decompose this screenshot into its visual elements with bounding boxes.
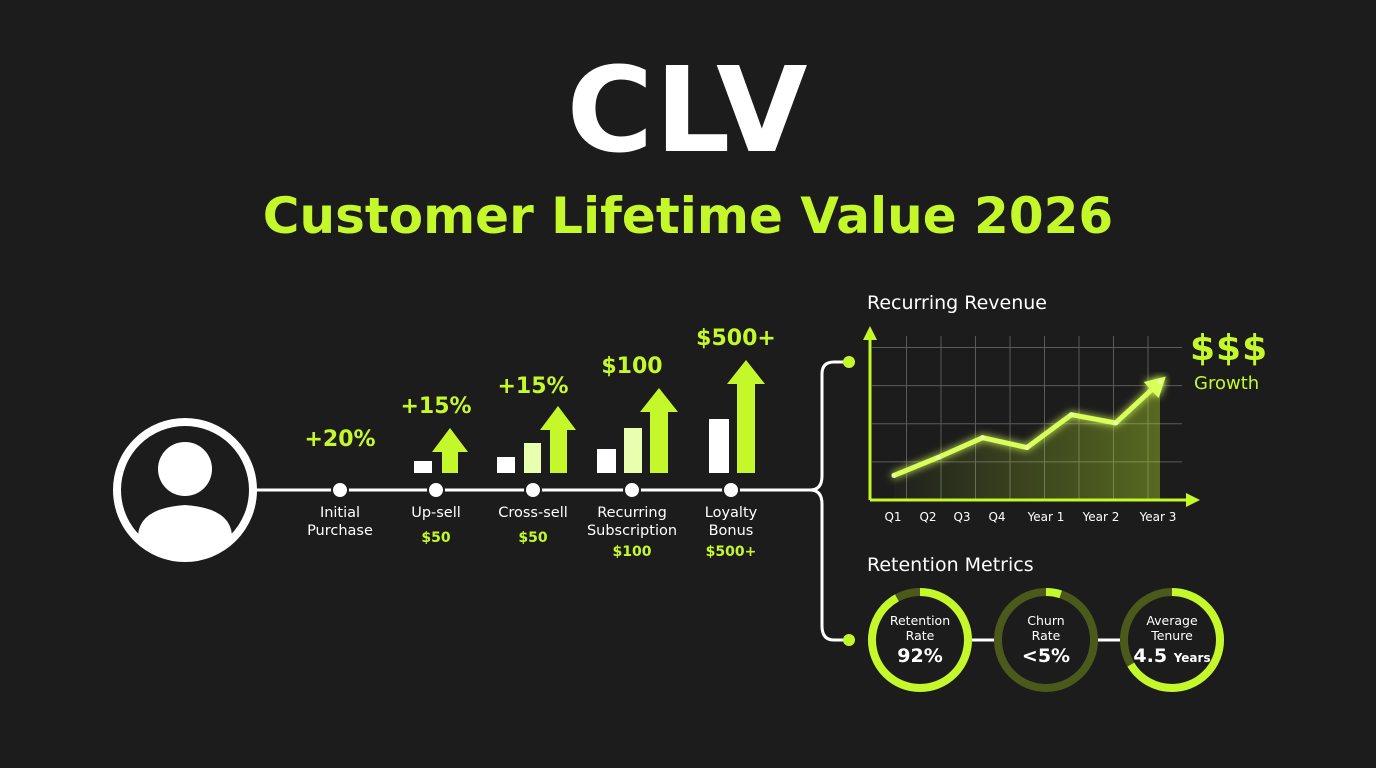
timeline-node-cross-sell (524, 481, 542, 499)
metric-value: 92% (897, 645, 943, 667)
growth-bars-cross-sell (497, 406, 576, 473)
connector-node (843, 356, 855, 368)
arrow-up-icon (727, 360, 765, 384)
step-label-cross-sell: Cross-sell $50 (473, 504, 593, 547)
chart-point-q2 (935, 454, 941, 460)
chart-point-year-3 (1157, 379, 1163, 385)
growth-label-initial-purchase: +20% (304, 427, 376, 452)
arrow-up-icon (640, 388, 678, 412)
step-label-initial-purchase: Initial Purchase (307, 505, 373, 539)
growth-label: Growth (1194, 373, 1260, 394)
metric-average-tenure: Average Tenure 4.5 Years (1117, 613, 1227, 667)
step-value-up-sell: $50 (421, 530, 451, 546)
chart-point-year-2 (1113, 420, 1119, 426)
page-subtitle: Customer Lifetime Value 2026 (262, 187, 1114, 245)
chart-tick-label: Q2 (919, 510, 937, 524)
chart-tick-label: Q4 (988, 510, 1006, 524)
metric-churn-rate: Churn Rate <5% (996, 613, 1096, 667)
step-value-recurring-subscription: $100 (612, 544, 652, 560)
arrow-up-icon (540, 406, 576, 430)
retention-metrics-title: Retention Metrics (867, 554, 1034, 576)
chart-point-q1 (891, 472, 897, 478)
step-label-up-sell: Up-sell $50 (376, 504, 496, 547)
chart-tick-label: Year 2 (1082, 510, 1120, 524)
arrow-up-icon (432, 428, 468, 452)
timeline-node-recurring-subscription (623, 481, 641, 499)
step-label-recurring-subscription: Recurring Subscription $100 (566, 504, 698, 561)
page-title: CLV (566, 41, 810, 179)
revenue-chart (863, 326, 1200, 507)
timeline-node-up-sell (427, 481, 445, 499)
chart-y-axis-arrow-icon (863, 326, 877, 340)
chart-point-year-1 (1068, 412, 1074, 418)
chart-point-q4 (1024, 445, 1030, 451)
metric-unit: Years (1173, 651, 1211, 665)
growth-label-up-sell: +15% (400, 394, 472, 419)
step-value-cross-sell: $50 (518, 530, 548, 546)
growth-bars-up-sell (414, 428, 468, 473)
metric-value: <5% (1021, 645, 1071, 667)
growth-symbol: $$$ (1190, 328, 1269, 369)
chart-tick-label: Year 3 (1139, 510, 1177, 524)
chart-tick-label: Year 1 (1027, 510, 1065, 524)
user-avatar-icon (113, 418, 257, 562)
connector-retention (809, 488, 848, 642)
chart-tick-label: Q1 (884, 510, 902, 524)
chart-area-fill (894, 381, 1160, 500)
connector-node (843, 634, 855, 646)
metric-retention-rate: Retention Rate 92% (870, 613, 970, 667)
growth-label-loyalty-bonus: $500+ (696, 326, 776, 351)
timeline-node-initial-purchase (331, 481, 349, 499)
growth-bars-loyalty-bonus (709, 360, 765, 473)
chart-point-q3 (980, 435, 986, 441)
growth-label-recurring-subscription: $100 (601, 354, 663, 379)
step-label-loyalty-bonus: Loyalty Bonus $500+ (671, 504, 791, 561)
growth-bars-recurring-subscription (597, 388, 678, 473)
revenue-chart-title: Recurring Revenue (867, 292, 1047, 314)
chart-tick-label: Q3 (953, 510, 971, 524)
average-tenure-ring (1120, 588, 1224, 692)
step-value-loyalty-bonus: $500+ (705, 544, 757, 560)
metric-value: 4.5 Years (1133, 645, 1211, 667)
growth-label-cross-sell: +15% (497, 374, 569, 399)
retention-rate-ring (868, 588, 972, 692)
chart-x-axis-arrow-icon (1186, 493, 1200, 507)
timeline-node-loyalty-bonus (722, 481, 740, 499)
churn-rate-ring (994, 588, 1098, 692)
connector-revenue (809, 360, 848, 492)
